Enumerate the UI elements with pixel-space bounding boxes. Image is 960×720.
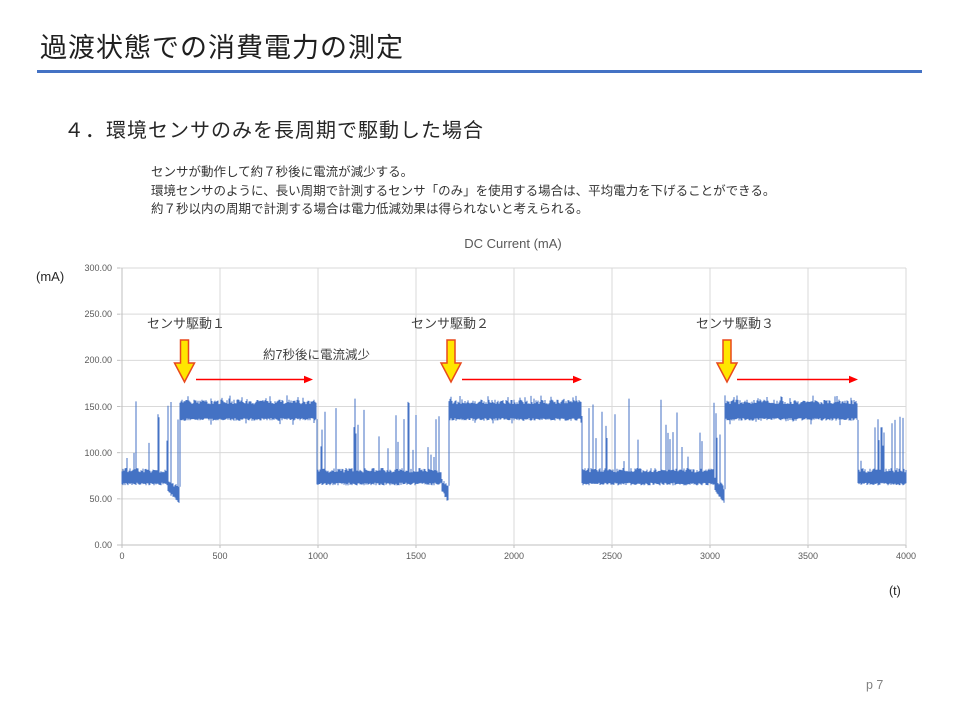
sensor-drive-label-3: センサ駆動３ — [696, 316, 775, 331]
sensor-drive-down-arrow — [173, 339, 196, 384]
sensor-drive-label-1: センサ駆動１ — [147, 316, 226, 331]
y-tick-label: 250.00 — [84, 309, 112, 320]
y-tick-label: 300.00 — [84, 263, 112, 273]
dc-current-series — [121, 395, 907, 503]
x-axis-unit-label: (t) — [889, 584, 901, 598]
y-tick-label: 100.00 — [84, 447, 112, 458]
section-heading: ４．環境センサのみを長周期で駆動した場合 — [64, 120, 484, 142]
sensor-drive-down-arrow — [439, 339, 463, 384]
body-line-2: 環境センサのように、長い周期で計測するセンサ「のみ」を使用する場合は、平均電力を… — [151, 183, 776, 198]
x-tick-label: 0 — [119, 551, 125, 561]
y-axis-unit-label: (mA) — [36, 269, 65, 284]
x-tick-label: 2500 — [601, 551, 623, 561]
x-tick-label: 4000 — [895, 551, 917, 561]
chart-title: DC Current (mA) — [464, 236, 562, 251]
body-line-1: センサが動作して約７秒後に電流が減少する。 — [151, 165, 414, 179]
x-tick-label: 1000 — [307, 551, 329, 561]
x-tick-label: 3500 — [797, 551, 819, 561]
page-number: p 7 — [866, 678, 884, 692]
current-decrease-arrowhead — [849, 375, 858, 384]
title-underline — [37, 70, 922, 73]
current-decrease-arrowhead — [573, 375, 582, 384]
current-decrease-note: 約7秒後に電流減少 — [263, 348, 370, 362]
slide-title: 過渡状態での消費電力の測定 — [40, 33, 404, 63]
body-text-block: センサが動作して約７秒後に電流が減少する。 環境センサのように、長い周期で計測す… — [151, 163, 775, 219]
x-tick-label: 3000 — [699, 551, 721, 561]
body-line-3: 約７秒以内の周期で計測する場合は電力低減効果は得られないと考えられる。 — [151, 202, 589, 217]
sensor-drive-down-arrow — [715, 339, 739, 384]
y-tick-label: 200.00 — [84, 355, 112, 366]
current-decrease-arrowhead — [304, 375, 313, 384]
x-tick-label: 2000 — [503, 551, 525, 561]
x-tick-label: 1500 — [405, 551, 427, 561]
sensor-drive-label-2: センサ駆動２ — [411, 316, 490, 331]
x-tick-label: 500 — [212, 551, 228, 561]
y-tick-label: 0.00 — [94, 540, 112, 550]
y-tick-label: 150.00 — [84, 401, 112, 412]
y-tick-label: 50.00 — [89, 493, 112, 504]
